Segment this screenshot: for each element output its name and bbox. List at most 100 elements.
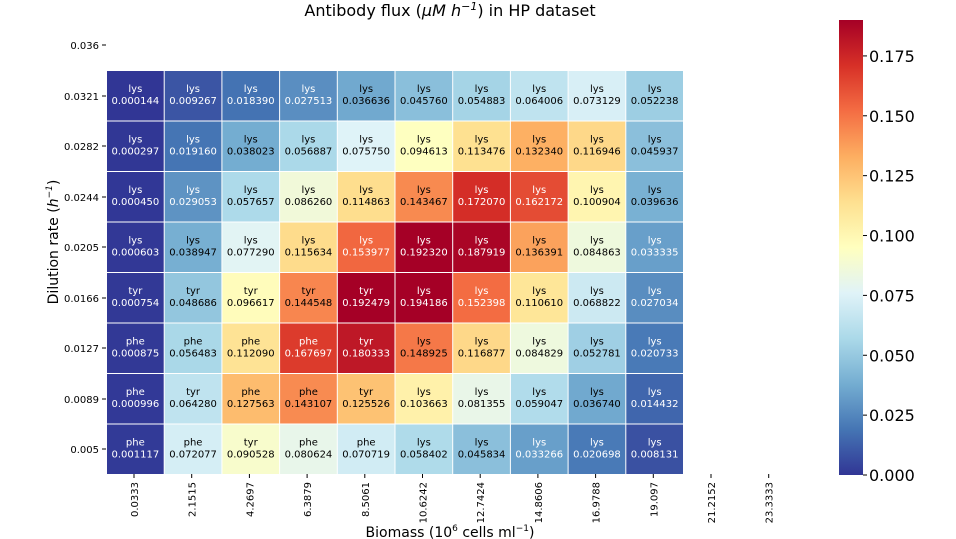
heatmap-cell [453,424,510,474]
cell-value-label: 0.008131 [631,450,679,461]
cell-amino-label: phe [126,387,145,398]
cell-amino-label: lys [475,337,489,348]
cell-amino-label: lys [590,286,604,297]
cell-amino-label: lys [648,438,662,449]
cell-amino-label: tyr [359,337,374,348]
heatmap-cell [280,222,337,272]
heatmap-cell [568,273,626,323]
cell-amino-label: lys [128,236,142,247]
cell-amino-label: lys [590,135,604,146]
heatmap-cell [395,71,453,121]
heatmap-cell [222,121,280,171]
cell-amino-label: phe [299,438,318,449]
cell-value-label: 0.096617 [227,298,275,309]
cell-amino-label: phe [126,337,145,348]
cell-value-label: 0.014432 [631,399,679,410]
cell-value-label: 0.064006 [515,96,563,107]
x-axis-label-exp2: −1 [516,524,529,534]
heatmap-cell [164,222,222,272]
cell-value-label: 0.086260 [285,197,333,208]
heatmap-cell [337,273,395,323]
cell-amino-label: lys [128,135,142,146]
heatmap-cell [280,323,337,373]
colorbar-tick-label: 0.150 [869,107,915,126]
heatmap-cell [337,323,395,373]
cell-value-label: 0.036740 [573,399,621,410]
cell-value-label: 0.152398 [458,298,506,309]
cell-value-label: 0.036636 [342,96,390,107]
colorbar-tick-label: 0.050 [869,346,915,365]
cell-amino-label: lys [648,337,662,348]
heatmap-cell [453,273,510,323]
cell-value-label: 0.072077 [169,450,217,461]
cell-amino-label: lys [532,286,546,297]
cell-amino-label: lys [532,236,546,247]
heatmap-cell [510,121,568,171]
cell-amino-label: lys [359,135,373,146]
cell-amino-label: lys [590,387,604,398]
chart-title: Antibody flux (μM h−1) in HP dataset [304,0,595,20]
cell-value-label: 0.153977 [342,248,390,259]
cell-amino-label: lys [244,135,258,146]
heatmap-cell [164,323,222,373]
cell-value-label: 0.029053 [169,197,217,208]
cell-value-label: 0.033266 [515,450,563,461]
cell-value-label: 0.100904 [573,197,621,208]
y-axis-ticks: 0.036 0.0321 0.0282 0.0244 0.0205 0.0166 0.012… [64,41,106,456]
cell-amino-label: lys [590,84,604,95]
cell-value-label: 0.000450 [111,197,159,208]
heatmap-cell [626,222,683,272]
cell-value-label: 0.064280 [169,399,217,410]
cell-value-label: 0.033335 [631,248,679,259]
cell-value-label: 0.084863 [573,248,621,259]
cell-amino-label: lys [359,236,373,247]
cell-value-label: 0.113476 [458,147,506,158]
colorbar-ticks: 0.000 0.025 0.050 0.075 0.100 0.125 0.150 0.175 [863,47,915,485]
cell-amino-label: lys [186,185,200,196]
cell-value-label: 0.192479 [342,298,390,309]
y-axis-label-suffix: ) [46,180,62,185]
cell-amino-label: lys [648,84,662,95]
cell-value-label: 0.000603 [111,248,159,259]
cell-amino-label: lys [475,387,489,398]
cell-amino-label: lys [417,337,431,348]
heatmap-cell [395,121,453,171]
cell-value-label: 0.144548 [285,298,333,309]
cell-amino-label: lys [301,236,315,247]
cell-amino-label: lys [417,387,431,398]
cell-value-label: 0.048686 [169,298,217,309]
colorbar-tick-label: 0.025 [869,406,915,425]
y-tick-label: 0.0166 [64,294,99,305]
x-axis-label-suffix: ) [529,525,534,539]
y-axis-label-prefix: Dilution rate ( [46,207,62,304]
cell-amino-label: tyr [128,286,143,297]
heatmap-cell [395,172,453,222]
heatmap-cell [337,172,395,222]
colorbar [839,20,863,475]
colorbar-tick-label: 0.075 [869,286,915,305]
cell-amino-label: lys [244,236,258,247]
x-tick-label: 0.0333 [130,482,141,517]
cell-value-label: 0.045760 [400,96,448,107]
cell-amino-label: phe [357,438,376,449]
chart-title-unit: μM h [421,1,461,20]
cell-amino-label: phe [299,337,318,348]
cell-amino-label: lys [590,438,604,449]
heatmap-cell [337,71,395,121]
heatmap-cell [626,273,683,323]
cell-amino-label: lys [532,185,546,196]
cell-amino-label: lys [532,135,546,146]
cell-value-label: 0.194186 [400,298,448,309]
x-axis-label-exp1: 6 [452,524,458,534]
cell-value-label: 0.068822 [573,298,621,309]
cell-amino-label: lys [648,135,662,146]
cell-value-label: 0.009267 [169,96,217,107]
cell-value-label: 0.000996 [111,399,159,410]
heatmap-cell [222,273,280,323]
cell-amino-label: lys [590,185,604,196]
heatmap-cell [568,222,626,272]
heatmap-cell [568,374,626,424]
cell-value-label: 0.056483 [169,349,217,360]
cell-value-label: 0.125526 [342,399,390,410]
cell-value-label: 0.192320 [400,248,448,259]
